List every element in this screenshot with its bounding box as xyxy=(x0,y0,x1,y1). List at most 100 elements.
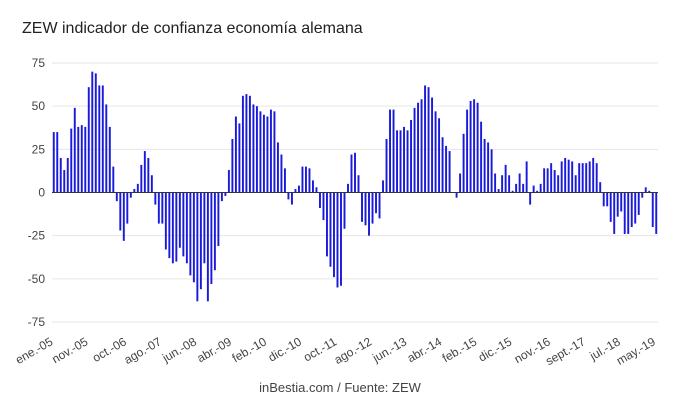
bar xyxy=(326,192,328,257)
bar xyxy=(87,87,90,193)
bar xyxy=(203,192,206,264)
x-tick-label: oct.-06 xyxy=(90,334,129,365)
bar xyxy=(550,163,553,193)
bar xyxy=(108,126,111,193)
bar xyxy=(588,161,591,193)
bar xyxy=(515,183,518,193)
bar xyxy=(126,192,129,224)
bar xyxy=(557,175,560,193)
bar xyxy=(354,152,356,193)
bar xyxy=(448,151,451,193)
bar xyxy=(164,192,167,250)
bar xyxy=(399,130,402,193)
bar xyxy=(312,180,314,193)
bar xyxy=(161,192,164,224)
bar xyxy=(567,159,570,193)
bar xyxy=(315,187,318,193)
bar xyxy=(532,185,535,193)
bar xyxy=(364,192,367,226)
bar xyxy=(606,192,609,207)
y-tick-label: 50 xyxy=(32,99,46,113)
bar xyxy=(501,175,504,193)
bar xyxy=(150,175,153,193)
bar xyxy=(217,192,220,247)
bar xyxy=(599,182,602,193)
x-tick-label: ene.-05 xyxy=(13,334,56,367)
bar xyxy=(199,192,202,290)
bar xyxy=(185,192,188,264)
y-axis-ticks: 75 50 25 0 -25 -50 -75 xyxy=(28,56,46,329)
bar xyxy=(192,192,195,283)
bar xyxy=(581,163,584,193)
y-tick-label: 25 xyxy=(32,142,46,156)
x-tick-label: ago.-07 xyxy=(122,334,165,367)
bar xyxy=(241,95,244,193)
bar xyxy=(508,175,511,193)
bar xyxy=(182,192,185,257)
bar xyxy=(648,190,651,193)
bar xyxy=(336,192,339,288)
bar xyxy=(574,175,577,193)
bar xyxy=(262,114,265,193)
bar xyxy=(536,190,539,193)
y-tick-label: -75 xyxy=(28,315,46,329)
x-tick-label: oct.-11 xyxy=(301,334,339,364)
bar xyxy=(389,109,391,193)
bar xyxy=(210,192,213,285)
bar xyxy=(578,163,581,193)
y-tick-label: 0 xyxy=(38,186,45,200)
x-tick-label: dic.-10 xyxy=(266,334,304,364)
bar xyxy=(98,85,101,193)
bar xyxy=(119,192,122,231)
bar xyxy=(154,192,157,205)
bar xyxy=(280,154,283,193)
bar xyxy=(424,85,427,193)
x-tick-label: abr.-09 xyxy=(195,334,235,365)
bar xyxy=(322,192,325,221)
bar xyxy=(308,168,311,193)
bar xyxy=(602,192,605,207)
chart-source: inBestia.com / Fuente: ZEW xyxy=(259,380,421,395)
bar xyxy=(385,138,388,193)
bar xyxy=(410,119,413,193)
bar xyxy=(52,132,55,193)
bar xyxy=(297,185,300,193)
bar xyxy=(357,175,360,193)
bar xyxy=(497,189,500,193)
bar xyxy=(382,180,384,193)
bar xyxy=(396,130,398,193)
x-tick-label: may.-19 xyxy=(614,334,658,368)
bar xyxy=(273,111,276,193)
bar xyxy=(438,118,441,193)
bar xyxy=(101,85,104,193)
bar xyxy=(140,164,143,193)
bar xyxy=(522,183,525,193)
bar xyxy=(206,192,209,302)
bar xyxy=(480,121,483,193)
x-tick-label: dic.-15 xyxy=(476,334,514,364)
y-tick-label: -50 xyxy=(28,272,46,286)
bar xyxy=(483,138,486,193)
bar xyxy=(529,192,532,205)
bar xyxy=(630,192,633,228)
bar xyxy=(220,192,223,202)
bar xyxy=(157,192,160,224)
bar xyxy=(238,123,241,193)
bar xyxy=(171,192,174,264)
bars xyxy=(52,71,658,302)
bar xyxy=(406,130,409,193)
bar xyxy=(224,192,227,196)
bar xyxy=(487,142,490,193)
bar xyxy=(476,102,479,193)
bar xyxy=(546,168,549,193)
bar xyxy=(434,111,437,193)
bar xyxy=(231,138,234,193)
bar xyxy=(392,109,395,193)
x-tick-label: nov.-05 xyxy=(49,334,90,366)
y-tick-label: -25 xyxy=(28,229,46,243)
bar xyxy=(494,173,497,193)
bar xyxy=(469,100,472,193)
bar xyxy=(340,192,342,286)
bar xyxy=(543,168,546,193)
